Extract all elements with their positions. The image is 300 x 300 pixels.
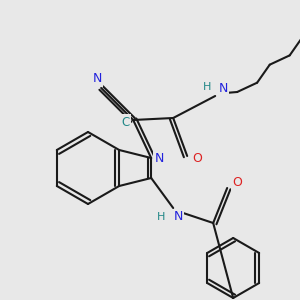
Text: N: N (173, 211, 183, 224)
Text: O: O (232, 176, 242, 190)
Text: N: N (92, 73, 102, 85)
Text: N: N (218, 82, 228, 95)
Text: H: H (203, 82, 212, 92)
Text: C: C (121, 116, 129, 128)
Text: H: H (157, 212, 165, 222)
Text: O: O (192, 152, 202, 164)
Text: N: N (154, 152, 164, 164)
